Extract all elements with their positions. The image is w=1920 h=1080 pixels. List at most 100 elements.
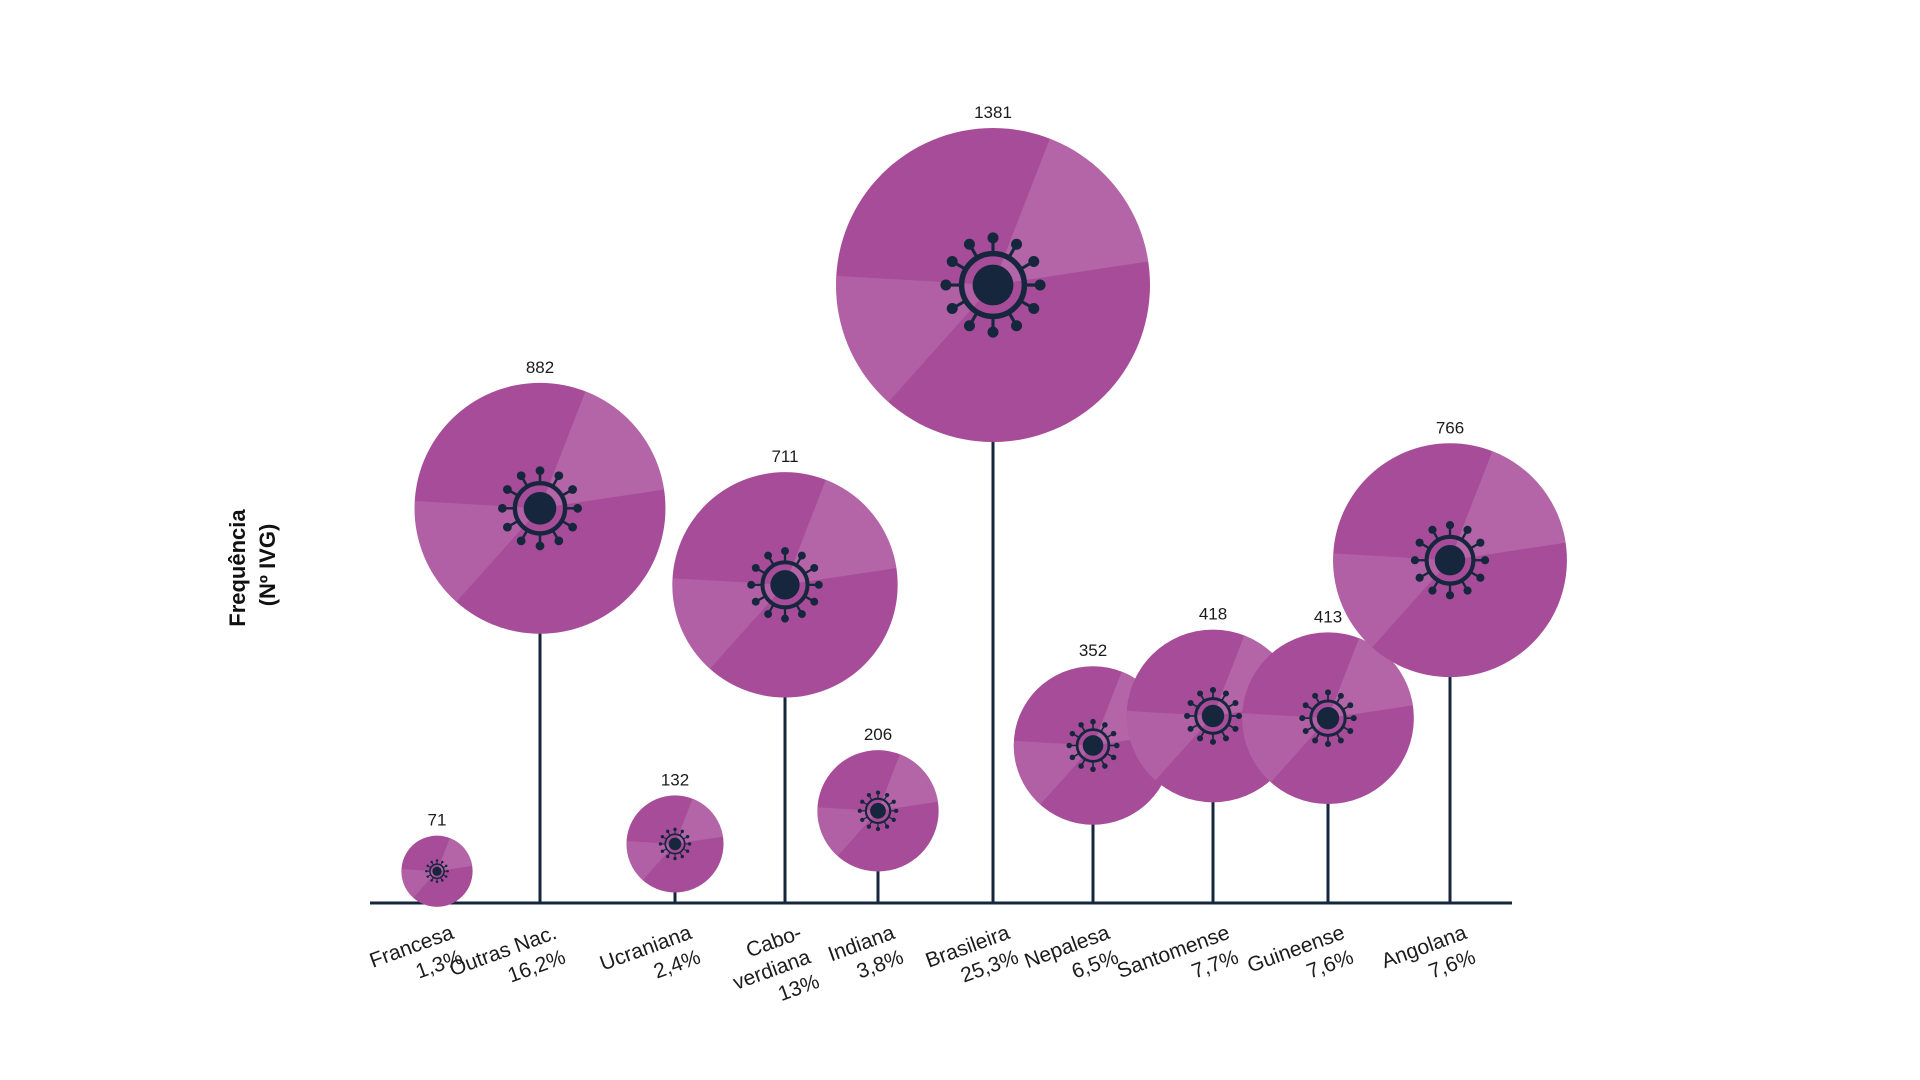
virus-spike-tip xyxy=(1222,690,1229,697)
virus-spike-tip xyxy=(435,859,439,862)
virus-spike-tip xyxy=(445,875,448,878)
virus-spike-tip xyxy=(535,466,545,476)
virus-spike-tip xyxy=(1209,738,1217,745)
virus-spike-tip xyxy=(946,255,958,267)
virus-spike-tip xyxy=(1034,279,1046,291)
virus-core xyxy=(770,570,800,600)
bubble-highlight xyxy=(878,754,938,811)
virus-spike-tip xyxy=(1187,699,1194,707)
bubble-highlight xyxy=(993,138,1149,285)
y-axis-label: Frequência (Nº IVG) xyxy=(225,503,280,627)
bubble-highlight xyxy=(1450,451,1566,561)
bubble xyxy=(1242,632,1414,805)
bubble-highlight xyxy=(785,479,897,585)
virus-spike-tip xyxy=(1337,737,1344,744)
virus-spike-tip xyxy=(875,826,881,832)
virus-spike-tip xyxy=(687,842,692,846)
virus-spike-tip xyxy=(430,860,433,864)
virus-spike-tip xyxy=(1415,538,1424,547)
virus-spike-tip xyxy=(1066,742,1072,749)
virus-spike-tip xyxy=(1410,556,1420,565)
virus-spike-tip xyxy=(1302,702,1309,709)
virus-spike-tip xyxy=(946,303,958,315)
virus-spike-tip xyxy=(751,563,760,572)
virus-spike-tip xyxy=(1090,766,1096,773)
virus-spike-tip xyxy=(1476,538,1485,547)
virus-spike-tip xyxy=(568,522,577,532)
virus-spike-tip xyxy=(446,869,449,873)
bubble xyxy=(626,795,724,893)
virus-spike-tip xyxy=(1114,742,1120,749)
virus-spike-tip xyxy=(441,879,444,882)
virus-core xyxy=(1201,704,1225,728)
virus-spike-tip xyxy=(554,536,564,546)
virus-spike-tip xyxy=(781,614,789,623)
category-label: Ucraniana2,4% xyxy=(597,921,704,1000)
virus-spike-tip xyxy=(1350,715,1357,722)
virus-spike-tip xyxy=(685,849,690,853)
virus-spike-tip xyxy=(866,824,872,829)
virus-spike-tip xyxy=(666,829,670,834)
virus-icon xyxy=(1410,521,1490,600)
virus-spike-tip xyxy=(1324,689,1332,696)
bubble xyxy=(414,382,666,634)
virus-spike-tip xyxy=(1028,255,1040,267)
virus-spike-tip xyxy=(1235,712,1242,719)
virus-spike-tip xyxy=(535,541,545,551)
virus-spike-tip xyxy=(1110,730,1117,737)
virus-spike-tip xyxy=(1209,687,1217,694)
virus-spike-tip xyxy=(573,503,583,513)
virus-spike-tip xyxy=(1110,754,1117,761)
virus-spike-tip xyxy=(860,817,865,823)
virus-core xyxy=(1434,545,1466,576)
virus-spike-tip xyxy=(1232,699,1239,707)
virus-spike-tip xyxy=(1069,730,1076,737)
virus-spike-tip xyxy=(751,597,760,606)
virus-core xyxy=(523,491,557,525)
virus-spike-tip xyxy=(425,869,428,873)
bubble xyxy=(835,128,1150,442)
virus-spike-tip xyxy=(1078,763,1084,769)
category-label: Cabo-verdiana13% xyxy=(721,921,823,1019)
virus-core xyxy=(432,866,442,876)
value-label: 413 xyxy=(1314,607,1342,626)
virus-spike-tip xyxy=(1476,573,1485,582)
virus-spike-tip xyxy=(685,834,690,839)
virus-spike-tip xyxy=(658,842,663,846)
virus-core xyxy=(668,837,682,851)
value-label: 766 xyxy=(1436,418,1464,437)
value-label: 882 xyxy=(526,358,554,377)
virus-spike-tip xyxy=(1312,692,1319,699)
virus-spike-tip xyxy=(441,860,444,864)
virus-spike-tip xyxy=(987,232,999,244)
virus-icon xyxy=(1184,687,1242,745)
virus-spike-tip xyxy=(810,563,819,572)
virus-spike-tip xyxy=(1463,525,1472,534)
virus-spike-tip xyxy=(1028,303,1040,315)
virus-spike-tip xyxy=(660,834,665,839)
virus-spike-tip xyxy=(1347,702,1354,709)
virus-spike-tip xyxy=(987,326,999,338)
category-label: Nepalesa6,5% xyxy=(1021,921,1121,998)
virus-spike-tip xyxy=(860,799,865,804)
virus-spike-tip xyxy=(1302,728,1309,735)
virus-spike-tip xyxy=(430,879,433,882)
virus-spike-tip xyxy=(516,536,526,546)
virus-spike-tip xyxy=(1299,715,1306,722)
category-label: Brasileira25,3% xyxy=(923,921,1022,997)
virus-spike-tip xyxy=(445,864,448,868)
virus-spike-tip xyxy=(764,610,773,619)
value-label: 206 xyxy=(864,725,892,744)
virus-spike-tip xyxy=(891,817,896,823)
virus-spike-tip xyxy=(1480,556,1490,565)
value-label: 418 xyxy=(1199,605,1227,624)
virus-spike-tip xyxy=(963,320,975,332)
virus-spike-tip xyxy=(680,829,684,834)
virus-spike-tip xyxy=(666,854,670,859)
virus-spike-tip xyxy=(426,864,429,868)
virus-spike-tip xyxy=(1222,735,1229,742)
virus-spike-tip xyxy=(1102,722,1108,728)
virus-spike-tip xyxy=(1415,573,1424,582)
virus-spike-tip xyxy=(764,551,773,560)
